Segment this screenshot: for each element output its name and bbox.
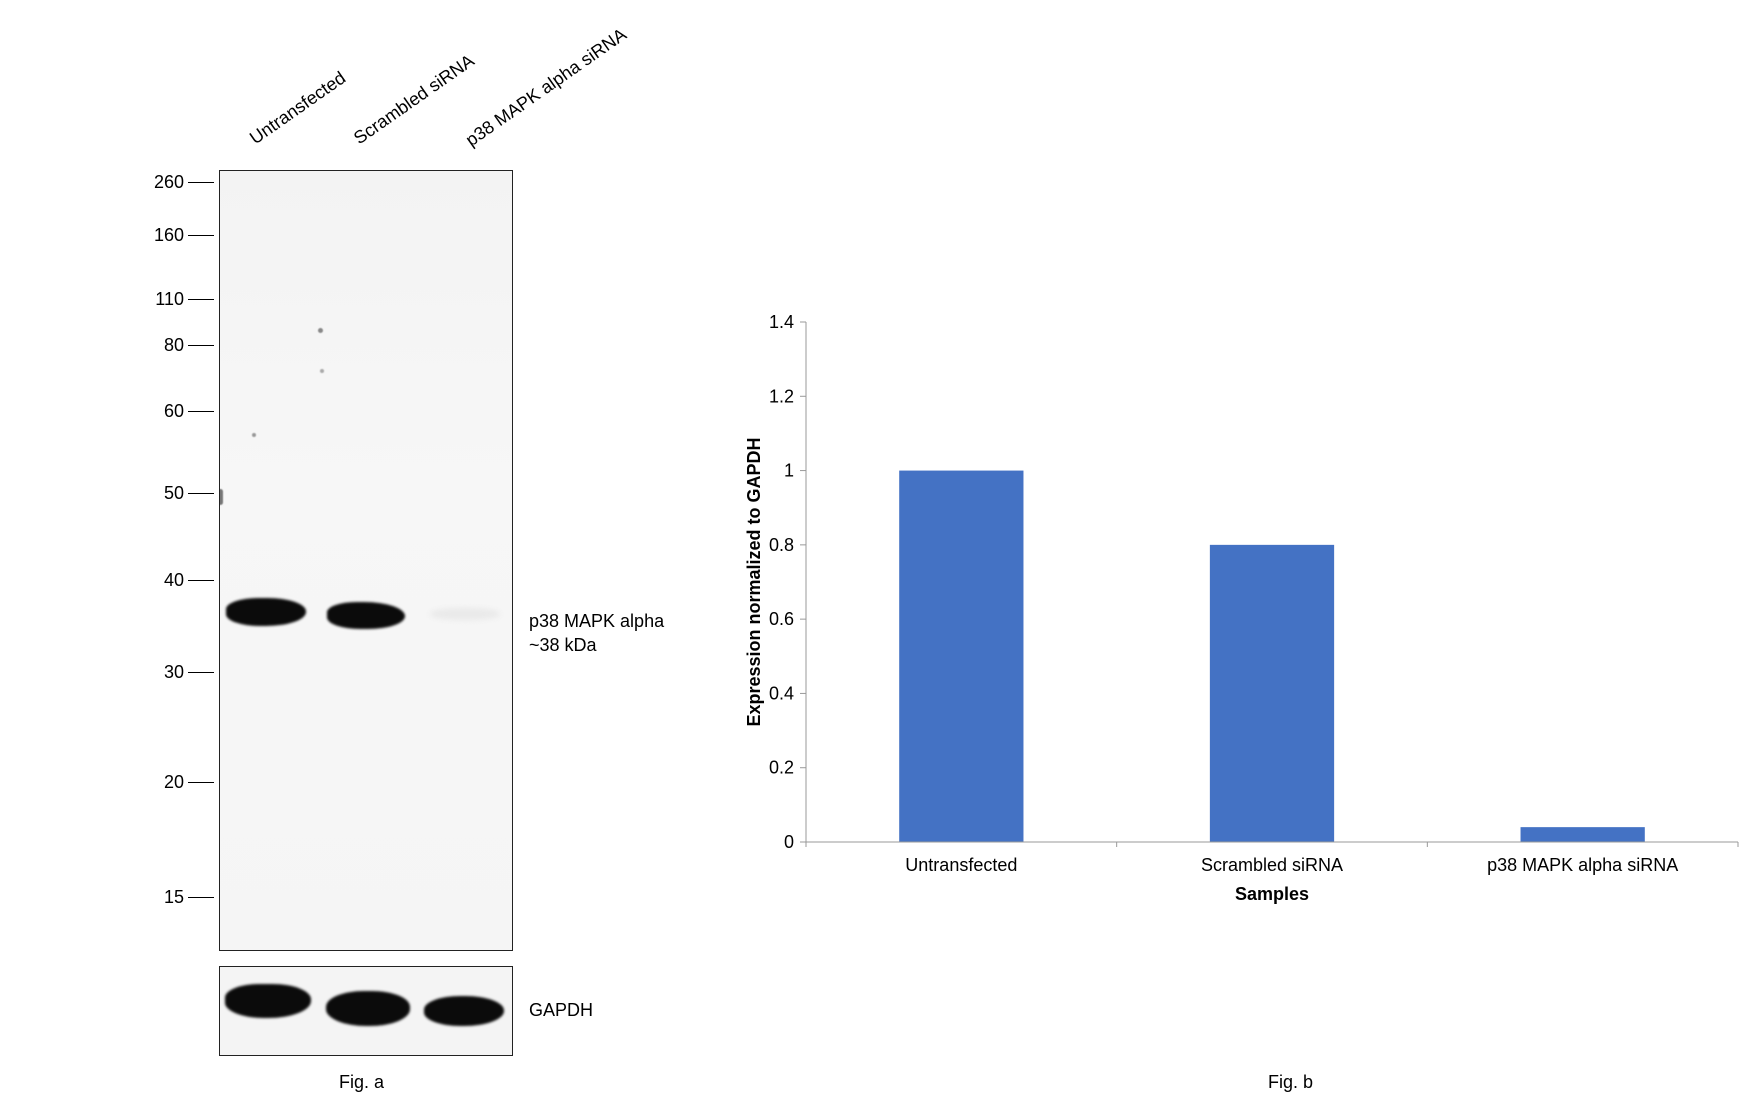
y-tick-label: 1.4 xyxy=(769,312,794,332)
blot-speck xyxy=(252,433,256,437)
loading-control-label: GAPDH xyxy=(529,1000,594,1020)
y-tick-label: 0.6 xyxy=(769,609,794,629)
band-gapdh-scrambled xyxy=(326,991,410,1026)
y-tick-label: 1 xyxy=(784,461,794,481)
bar xyxy=(899,470,1024,842)
y-tick-label: 1.2 xyxy=(769,386,794,406)
x-axis-title: Samples xyxy=(1235,884,1309,904)
lane-label-untransfected: Untransfected xyxy=(245,67,350,149)
mw-marker-label: 40 xyxy=(163,570,184,590)
y-tick-label: 0 xyxy=(784,832,794,852)
x-category-label: Scrambled siRNA xyxy=(1201,855,1343,875)
x-axis: Untransfected Scrambled siRNA p38 MAPK alp… xyxy=(805,841,1739,875)
bar xyxy=(1520,827,1645,842)
blot-speck xyxy=(318,328,323,333)
lane-label-knockdown: p38 MAPK alpha siRNA xyxy=(461,24,630,151)
y-tick-label: 0.8 xyxy=(769,535,794,555)
mw-marker: 80 xyxy=(120,335,214,355)
x-category-label: p38 MAPK alpha siRNA xyxy=(1487,855,1678,875)
figure-b-caption: Fig. b xyxy=(1268,1072,1314,1092)
mw-marker: 160 xyxy=(120,225,214,245)
blot-panel-gapdh xyxy=(219,966,513,1056)
bar xyxy=(1209,544,1335,842)
y-axis-title: Expression normalized to GAPDH xyxy=(744,437,764,726)
mw-marker: 30 xyxy=(120,662,214,682)
mw-marker-label: 20 xyxy=(163,772,184,792)
mw-marker-label: 110 xyxy=(155,289,184,309)
mw-marker-label: 60 xyxy=(163,401,184,421)
mw-marker-tick xyxy=(188,411,214,412)
lane-label-scrambled: Scrambled siRNA xyxy=(349,50,478,149)
mw-marker-tick xyxy=(188,345,214,346)
mw-marker-label: 50 xyxy=(163,483,184,503)
target-protein-label: p38 MAPK alpha ~38 kDa xyxy=(529,609,664,657)
mw-marker-tick xyxy=(188,672,214,673)
mw-marker-tick xyxy=(188,782,214,783)
blot-speck xyxy=(320,369,324,373)
mw-marker-tick xyxy=(188,235,214,236)
band-target-untransfected xyxy=(226,598,306,626)
mw-marker-label: 30 xyxy=(163,662,184,682)
band-gapdh-knockdown xyxy=(424,996,504,1026)
blot-panel-target xyxy=(219,170,513,951)
mw-marker: 60 xyxy=(120,401,214,421)
mw-marker: 110 xyxy=(120,289,214,309)
band-target-scrambled xyxy=(327,602,405,629)
mw-marker-tick xyxy=(188,182,214,183)
figure-b-bar-chart: 0 0.2 0.4 0.6 0.8 1 1.2 1.4 Untransfected Scramb… xyxy=(720,0,1763,1107)
figure-a-western-blot: Untransfected Scrambled siRNA p38 MAPK a… xyxy=(0,0,720,1107)
mw-marker-tick xyxy=(188,897,214,898)
blot-speck xyxy=(220,489,223,505)
bar-series xyxy=(899,470,1645,842)
y-tick-label: 0.4 xyxy=(769,683,794,703)
target-name: p38 MAPK alpha xyxy=(529,611,665,631)
mw-marker: 15 xyxy=(120,887,214,907)
chart-canvas: 0 0.2 0.4 0.6 0.8 1 1.2 1.4 Untransfected Scramb… xyxy=(744,312,1739,904)
mw-marker-label: 15 xyxy=(163,887,184,907)
mw-marker-label: 260 xyxy=(153,172,184,192)
y-axis: 0 0.2 0.4 0.6 0.8 1 1.2 1.4 xyxy=(769,312,807,852)
mw-marker: 260 xyxy=(120,172,214,192)
y-tick-label: 0.2 xyxy=(769,758,794,778)
mw-marker-tick xyxy=(188,493,214,494)
x-category-label: Untransfected xyxy=(905,855,1017,875)
band-gapdh-untransfected xyxy=(225,984,311,1018)
mw-marker-label: 80 xyxy=(163,335,184,355)
mw-marker-label: 160 xyxy=(153,225,184,245)
target-size: ~38 kDa xyxy=(529,635,597,655)
mw-marker: 50 xyxy=(120,483,214,503)
mw-marker: 20 xyxy=(120,772,214,792)
band-target-knockdown xyxy=(430,608,500,620)
mw-marker-tick xyxy=(188,580,214,581)
mw-marker: 40 xyxy=(120,570,214,590)
mw-marker-tick xyxy=(188,299,214,300)
figure-a-caption: Fig. a xyxy=(339,1072,385,1092)
